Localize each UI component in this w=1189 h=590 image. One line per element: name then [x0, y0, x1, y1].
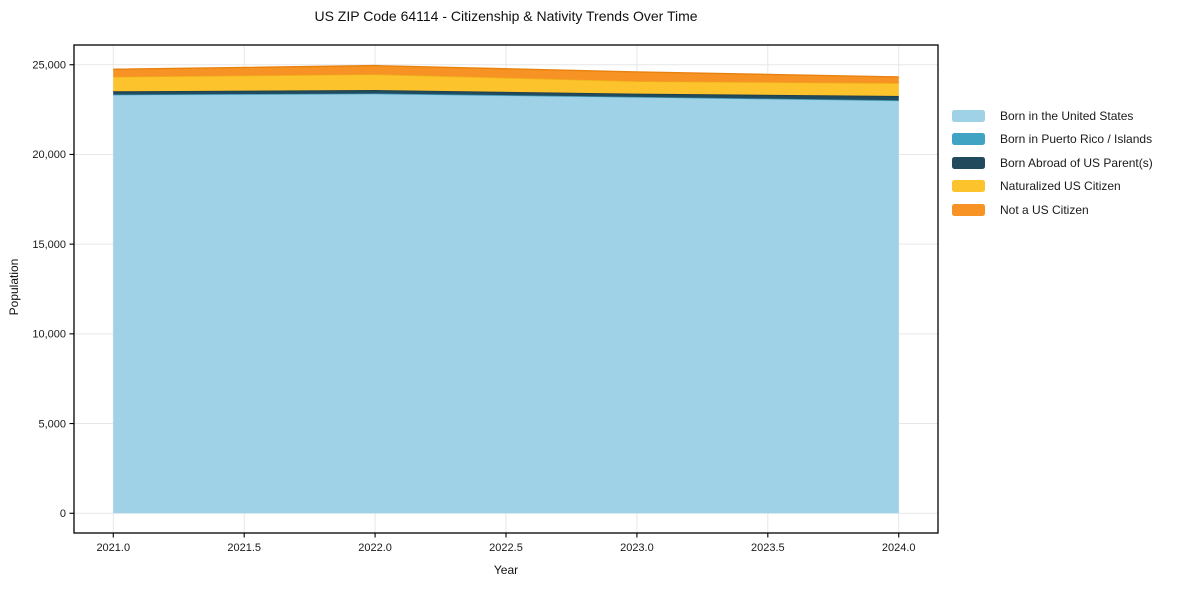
legend-label-4: Not a US Citizen	[1000, 202, 1089, 217]
x-tick-label-3: 2022.5	[489, 542, 523, 554]
legend-swatch-0	[952, 109, 985, 122]
legend-label-1: Born in Puerto Rico / Islands	[1000, 132, 1153, 147]
area-series-0	[113, 93, 899, 514]
x-tick-label-4: 2023.0	[620, 542, 654, 554]
x-tick-label-2: 2022.0	[358, 542, 392, 554]
chart-title: US ZIP Code 64114 - Citizenship & Nativi…	[314, 8, 698, 24]
area-edge-4	[113, 64, 899, 78]
legend-swatch-4	[952, 203, 985, 216]
legend-swatch-1	[952, 133, 985, 146]
x-tick-label-1: 2021.5	[227, 542, 261, 554]
legend-item-3: Naturalized US Citizen	[952, 175, 1153, 199]
x-tick-label-6: 2024.0	[882, 542, 916, 554]
legend-swatch-2	[952, 156, 985, 169]
y-tick-label-4: 20,000	[32, 149, 66, 161]
legend-item-4: Not a US Citizen	[952, 198, 1153, 222]
y-tick-label-1: 5,000	[38, 418, 66, 430]
x-tick-label-0: 2021.0	[96, 542, 130, 554]
legend-item-2: Born Abroad of US Parent(s)	[952, 151, 1153, 175]
y-tick-label-2: 10,000	[32, 329, 66, 341]
legend-item-0: Born in the United States	[952, 104, 1153, 128]
y-tick-label-0: 0	[60, 508, 66, 520]
x-tick-label-5: 2023.5	[751, 542, 785, 554]
legend-item-1: Born in Puerto Rico / Islands	[952, 128, 1153, 152]
legend: Born in the United States Born in Puerto …	[952, 104, 1153, 222]
x-axis-title: Year	[493, 563, 519, 577]
area-series-4	[113, 65, 899, 84]
legend-label-3: Naturalized US Citizen	[1000, 179, 1121, 194]
area-series-3	[113, 74, 899, 96]
legend-swatch-3	[952, 180, 985, 193]
y-tick-label-5: 25,000	[32, 60, 66, 72]
y-tick-label-3: 15,000	[32, 239, 66, 251]
legend-label-0: Born in the United States	[1000, 108, 1134, 123]
area-series-2	[113, 90, 899, 101]
legend-label-2: Born Abroad of US Parent(s)	[1000, 155, 1153, 170]
